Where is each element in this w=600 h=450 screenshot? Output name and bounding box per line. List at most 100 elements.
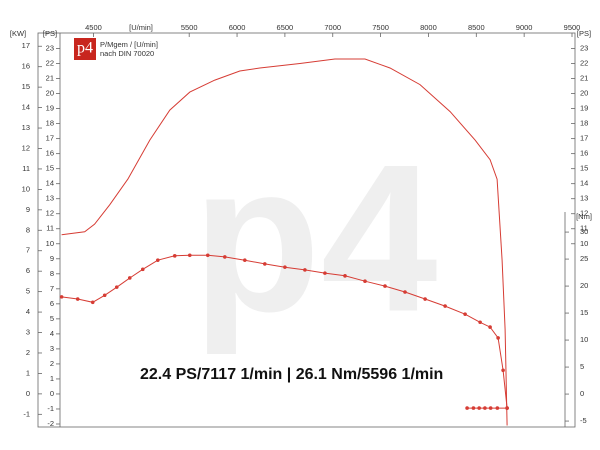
y2-tick-label: 25 [580,254,588,263]
y-tick-label: 4 [50,329,54,338]
point [140,267,145,272]
y-tick-label: -2 [47,419,54,428]
x-axis-label: [U/min] [129,23,153,32]
curve [61,58,508,426]
y-tick-label: 16 [46,149,54,158]
point [501,368,505,373]
annotation: 22.4 PS/7117 1/min | 26.1 Nm/5596 1/min [140,366,443,383]
kw-tick-label: 9 [26,205,30,214]
y-axis-label: [PS] [43,29,57,38]
y-right-tick-label: 15 [580,164,588,173]
kw-tick-label: 16 [22,62,30,71]
y-right-tick-label: 17 [580,134,588,143]
point [463,312,467,316]
point [75,297,80,301]
logo-box [74,38,96,60]
point [59,295,64,299]
y-right-tick-label: 18 [580,119,588,128]
kw-tick-label: 10 [22,184,30,193]
y-right-tick-label: 20 [580,89,588,98]
logo-caption: nach DIN 70020 [100,49,154,58]
kw-tick-label: 2 [26,348,30,357]
point [323,271,327,275]
x-tick-label: 9000 [516,23,533,32]
x-tick-label: 6500 [277,23,294,32]
kw-tick-label: 11 [22,164,30,173]
watermark: p4 [192,120,437,355]
point [205,253,210,258]
y2-axis-label: [Nm] [576,212,592,221]
x-tick-label: 8500 [468,23,485,32]
kw-axis-label: [KW] [10,29,26,38]
point [263,262,267,266]
y-tick-label: 15 [46,164,54,173]
y-right-tick-label: 21 [580,74,588,83]
point [242,258,247,262]
y2-tick-label: 0 [580,389,584,398]
point [465,406,469,410]
y2-tick-label: 15 [580,308,588,317]
point [477,406,481,410]
y-tick-label: 3 [50,344,54,353]
point [187,253,192,258]
point [495,406,500,410]
kw-tick-label: 8 [26,225,30,234]
point [102,293,107,298]
point [172,254,177,258]
kw-tick-label: 4 [26,307,30,316]
point [90,300,95,305]
y-tick-label: 18 [46,119,54,128]
point [483,406,487,410]
y-right-axis-label: [PS] [577,29,591,38]
point [343,274,347,278]
y-tick-label: 7 [50,284,54,293]
y-tick-label: 9 [50,254,54,263]
y-tick-label: 0 [50,389,54,398]
kw-tick-label: 1 [26,368,30,377]
x-tick-label: 6000 [229,23,246,32]
y2-tick-label: 30 [580,227,588,236]
y-right-tick-label: 10 [580,239,588,248]
y-tick-label: 2 [50,359,54,368]
y-right-tick-label: 14 [580,179,588,188]
point [423,297,427,301]
point [383,284,387,288]
y-right-tick-label: 22 [580,59,588,68]
point [488,406,493,410]
point [156,258,160,262]
logo-caption: P/Mgem / [U/min] [100,40,158,49]
y-tick-label: -1 [47,404,54,413]
point [127,276,132,280]
point [363,279,367,284]
kw-tick-label: 0 [26,389,30,398]
point [488,325,492,329]
y-tick-label: 17 [46,134,54,143]
point [222,255,227,259]
point [471,406,476,410]
point [443,304,447,308]
point [303,268,307,272]
y-tick-label: 5 [50,314,54,323]
y-right-tick-label: 13 [580,194,588,203]
kw-tick-label: 7 [26,246,30,255]
y-tick-label: 14 [46,179,54,188]
y-right-tick-label: 11 [580,224,588,233]
x-tick-label: 9500 [564,23,581,32]
kw-tick-label: 3 [26,328,30,337]
y-right-tick-label: 19 [580,104,588,113]
x-tick-label: 5500 [181,23,198,32]
point [505,406,509,410]
y-tick-label: 19 [46,104,54,113]
y2-tick-label: 20 [580,281,588,290]
y-tick-label: 23 [46,44,54,53]
point [114,285,119,289]
x-tick-label: 7500 [372,23,389,32]
kw-tick-label: 5 [26,287,30,296]
y-tick-label: 11 [46,224,54,233]
y-tick-label: 8 [50,269,54,278]
kw-tick-label: 15 [22,82,30,91]
point [496,336,500,340]
kw-tick-label: 14 [22,103,30,112]
y-tick-label: 21 [46,74,54,83]
kw-tick-label: -1 [23,409,30,418]
